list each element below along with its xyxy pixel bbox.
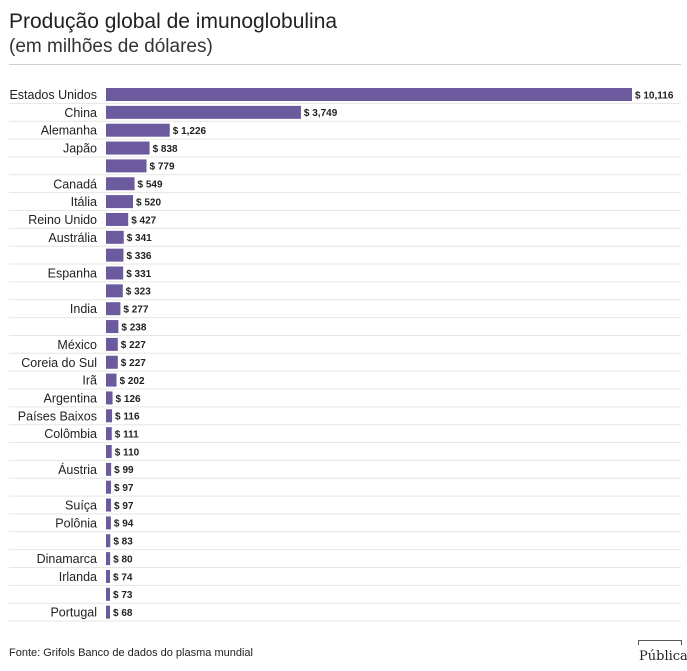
bar <box>106 587 110 601</box>
bar <box>106 230 124 244</box>
value-labels: $ 10,116 $ 3,749 $ 1,226 $ 838 $ 779 $ 549 $ 5… <box>113 90 674 619</box>
value-label: $ 341 <box>127 233 152 244</box>
chart-title: Produção global de imunoglobulina <box>9 10 338 33</box>
category-label: Argentina <box>43 391 97 405</box>
bar <box>106 605 110 619</box>
logo-text: Pública <box>639 649 687 664</box>
category-label: Estados Unidos <box>9 88 97 102</box>
value-label: $ 323 <box>126 287 151 298</box>
category-label: Dinamarca <box>37 552 97 566</box>
value-label: $ 94 <box>114 519 134 530</box>
value-label: $ 126 <box>116 394 141 405</box>
value-label: $ 74 <box>113 572 133 583</box>
category-label: Itália <box>71 195 97 209</box>
value-label: $ 227 <box>121 340 146 351</box>
bar <box>106 337 118 351</box>
value-label: $ 202 <box>120 376 145 387</box>
category-label: Canadá <box>53 177 97 191</box>
bar <box>106 552 111 566</box>
bar <box>106 212 129 226</box>
bar <box>106 480 112 494</box>
bar <box>106 427 112 441</box>
value-label: $ 116 <box>115 412 140 423</box>
category-label: India <box>70 302 97 316</box>
publica-logo: Pública <box>638 640 687 666</box>
value-label: $ 68 <box>113 608 133 619</box>
category-label: Colômbia <box>44 427 97 441</box>
bar <box>106 141 150 155</box>
grid-lines <box>9 102 681 622</box>
value-label: $ 549 <box>138 180 163 191</box>
category-label: Austrália <box>48 231 97 245</box>
value-label: $ 1,226 <box>173 126 207 137</box>
category-label: Países Baixos <box>18 409 97 423</box>
bar <box>106 391 113 405</box>
value-label: $ 80 <box>113 554 133 565</box>
category-label: Áustria <box>58 462 97 477</box>
bars <box>106 88 632 619</box>
bar <box>106 409 113 423</box>
bar <box>106 569 110 583</box>
bar <box>106 355 118 369</box>
category-label: Espanha <box>48 267 97 281</box>
category-label: Reino Unido <box>28 213 97 227</box>
value-label: $ 227 <box>121 358 146 369</box>
value-label: $ 111 <box>115 429 139 440</box>
bar <box>106 159 147 173</box>
category-label: Japão <box>63 142 97 156</box>
bar <box>106 195 134 209</box>
bar <box>106 302 121 316</box>
value-label: $ 838 <box>153 144 178 155</box>
bar <box>106 373 117 387</box>
bar <box>106 498 112 512</box>
category-label: Suíça <box>65 499 97 513</box>
category-label: Irlanda <box>59 570 97 584</box>
bar <box>106 462 112 476</box>
value-label: $ 3,749 <box>304 108 338 119</box>
value-label: $ 97 <box>114 501 134 512</box>
value-label: $ 336 <box>126 251 151 262</box>
value-label: $ 73 <box>113 590 133 601</box>
value-label: $ 10,116 <box>635 90 674 101</box>
value-label: $ 97 <box>114 483 134 494</box>
bar <box>106 88 632 101</box>
bar <box>106 516 111 530</box>
category-label: Polônia <box>55 516 97 530</box>
value-label: $ 110 <box>115 447 140 458</box>
value-label: $ 779 <box>150 162 175 173</box>
category-label: Irã <box>82 374 97 388</box>
chart-subtitle: (em milhões de dólares) <box>9 36 213 57</box>
bar <box>106 284 123 298</box>
bar <box>106 177 135 191</box>
category-label: Alemanha <box>41 124 97 138</box>
bar <box>106 123 170 137</box>
bar <box>106 248 124 262</box>
bar <box>106 445 112 458</box>
value-label: $ 331 <box>126 269 151 280</box>
bar <box>106 320 119 334</box>
bar <box>106 534 111 548</box>
bar <box>106 266 124 280</box>
value-label: $ 520 <box>136 197 161 208</box>
value-label: $ 238 <box>121 322 146 333</box>
category-label: México <box>57 338 97 352</box>
value-label: $ 99 <box>114 465 134 476</box>
value-label: $ 427 <box>131 215 156 226</box>
source-note: Fonte: Grifols Banco de dados do plasma … <box>9 647 253 659</box>
header-divider <box>9 64 681 65</box>
bar <box>106 105 301 119</box>
category-label: China <box>64 106 97 120</box>
category-labels: Estados Unidos China Alemanha Japão Canadá It… <box>9 88 97 620</box>
category-label: Portugal <box>50 606 97 620</box>
value-label: $ 277 <box>123 305 148 316</box>
bar-chart: Estados Unidos China Alemanha Japão Canadá It… <box>9 88 681 622</box>
value-label: $ 83 <box>113 537 133 548</box>
category-label: Coreia do Sul <box>21 356 97 370</box>
